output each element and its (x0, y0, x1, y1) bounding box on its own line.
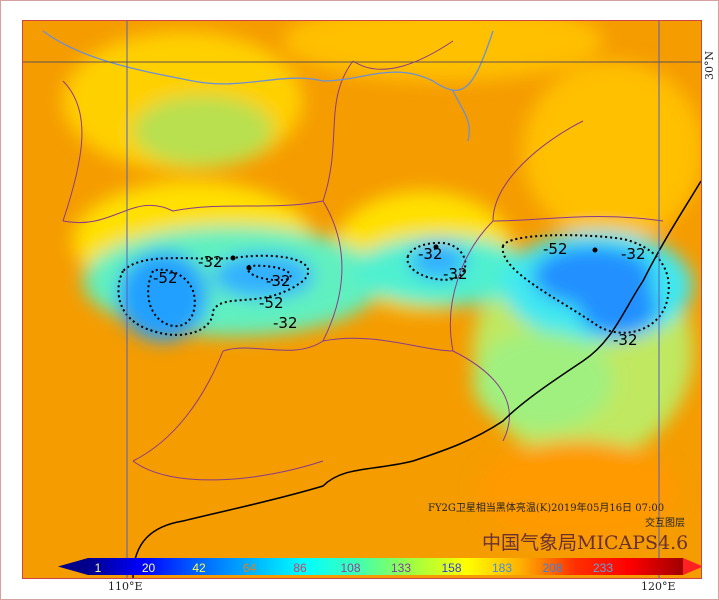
lat-label-30: 30°N (703, 50, 716, 80)
colorbar-label: 183 (492, 561, 512, 575)
colorbar-label: 233 (593, 561, 613, 575)
colorbar-right-arrow (683, 558, 701, 575)
colorbar-gradient (88, 558, 683, 575)
lon-label-120: 120°E (641, 580, 676, 593)
colorbar-label: 133 (391, 561, 411, 575)
contour-label: -52 (259, 294, 284, 312)
satellite-map[interactable]: -52 -32 -32 -52 -32 -32 -32 -52 -32 -32 … (22, 20, 702, 579)
contour-label: -52 (153, 269, 178, 287)
brightness-field (63, 21, 701, 541)
map-canvas: -52 -32 -32 -52 -32 -32 -32 -52 -32 -32 … (23, 21, 701, 578)
colorbar: 1 20 42 64 86 108 133 158 183 208 233 (58, 558, 701, 575)
province-borders (62, 40, 664, 481)
coastline (132, 180, 701, 578)
contour-lines (117, 234, 670, 336)
contour-label-group: -52 -32 -32 -52 -32 -32 -32 -52 -32 -32 (153, 240, 646, 349)
colorbar-left-arrow (58, 558, 88, 575)
layer-label: 交互图层 (645, 518, 685, 529)
contour-label: -32 (266, 272, 291, 290)
contour-label: -32 (198, 253, 223, 271)
rivers (42, 30, 494, 142)
colorbar-label: 86 (293, 561, 307, 575)
colorbar-label: 64 (243, 561, 257, 575)
micaps-watermark: 中国气象局MICAPS4.6 (482, 532, 689, 554)
contour-label: -32 (418, 245, 443, 263)
contour-label: -32 (613, 331, 638, 349)
colorbar-label: 1 (95, 561, 102, 575)
colorbar-label: 42 (192, 561, 206, 575)
contour-label: -32 (273, 314, 298, 332)
lon-label-110: 110°E (108, 580, 143, 593)
contour-label: -32 (443, 265, 468, 283)
colorbar-label: 208 (542, 561, 562, 575)
map-title: FY2G卫星相当黑体亮温(K)2019年05月16日 07:00 (428, 503, 665, 514)
colorbar-label: 20 (142, 561, 156, 575)
colorbar-label: 108 (340, 561, 360, 575)
colorbar-label: 158 (441, 561, 461, 575)
contour-label: -32 (621, 245, 646, 263)
center-points (230, 244, 598, 271)
contour-label: -52 (543, 240, 568, 258)
